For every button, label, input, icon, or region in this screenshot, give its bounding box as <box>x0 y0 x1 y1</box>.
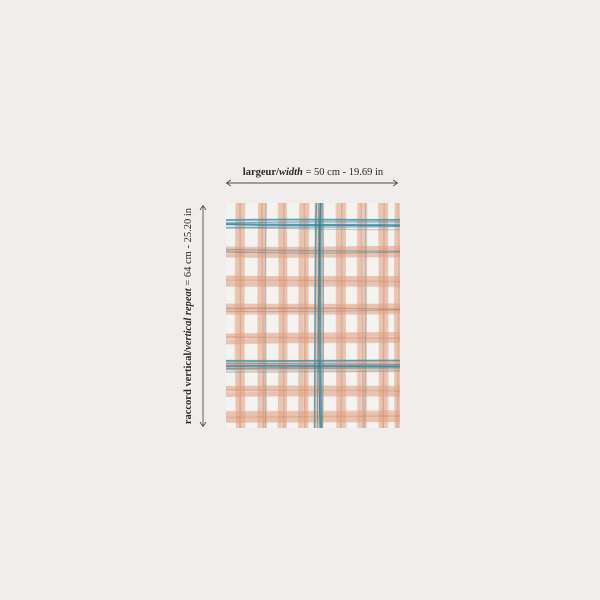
vertical-repeat-label-italic: vertical repeat <box>182 288 194 350</box>
vertical-repeat-dimension-label: raccord vertical/vertical repeat = 64 cm… <box>180 204 196 428</box>
plaid-pattern-svg <box>226 203 400 428</box>
vertical-repeat-label-value: = 64 cm - 25.20 in <box>182 207 194 289</box>
width-dimension-label: largeur/width = 50 cm - 19.69 in <box>226 166 400 179</box>
width-label-value: = 50 cm - 19.69 in <box>302 167 384 178</box>
vertical-repeat-label-bold: raccord vertical/ <box>182 349 194 425</box>
height-arrow-icon <box>199 204 207 428</box>
width-arrow-icon <box>225 179 399 187</box>
width-label-bold: largeur/ <box>242 167 279 178</box>
wallpaper-swatch <box>226 203 400 428</box>
vertical-repeat-label-text: raccord vertical/vertical repeat = 64 cm… <box>182 208 195 424</box>
width-label-italic: width <box>278 167 303 178</box>
